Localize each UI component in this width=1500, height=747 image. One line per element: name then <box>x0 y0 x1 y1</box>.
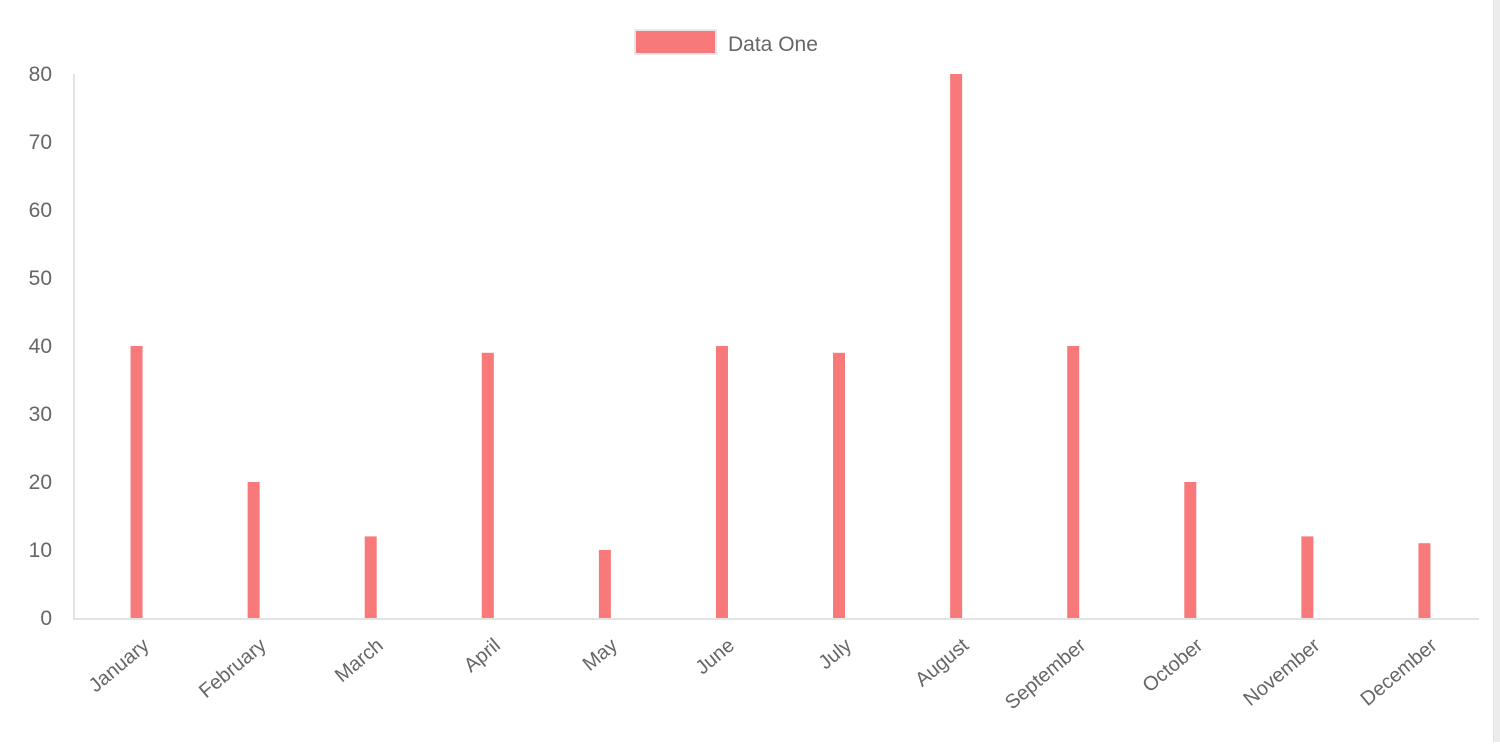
x-tick-label: July <box>815 634 856 674</box>
bar-july[interactable] <box>833 352 846 618</box>
bar-february[interactable] <box>247 482 260 618</box>
bar-august[interactable] <box>950 74 963 618</box>
y-tick-label: 30 <box>29 403 52 426</box>
x-tick-label: December <box>1357 634 1442 710</box>
x-tick-label: March <box>331 634 388 687</box>
x-tick-label: November <box>1240 634 1325 710</box>
y-tick-label: 70 <box>29 131 52 154</box>
y-tick-label: 50 <box>29 267 52 290</box>
legend[interactable]: Data One <box>634 29 818 56</box>
x-tick-label: June <box>692 634 739 679</box>
x-tick-label: September <box>1001 634 1090 714</box>
bar-june[interactable] <box>715 346 728 618</box>
bar-december[interactable] <box>1418 543 1431 618</box>
bar-november[interactable] <box>1301 536 1314 618</box>
y-tick-label: 60 <box>29 199 52 222</box>
y-tick-label: 40 <box>29 335 52 358</box>
x-tick-label: February <box>195 634 270 702</box>
legend-swatch-fill <box>636 31 715 53</box>
bar-march[interactable] <box>364 536 377 618</box>
x-tick-label: August <box>911 634 973 691</box>
y-tick-label: 10 <box>29 539 52 562</box>
scrollbar[interactable] <box>1493 0 1500 742</box>
y-tick-label: 20 <box>29 471 52 494</box>
y-tick-label: 80 <box>29 63 52 86</box>
x-tick-label: May <box>579 634 622 675</box>
bar-may[interactable] <box>598 550 611 618</box>
bar-september[interactable] <box>1067 346 1080 618</box>
bar-april[interactable] <box>481 352 494 618</box>
bar-january[interactable] <box>130 346 143 618</box>
x-tick-label: January <box>85 634 154 697</box>
legend-label: Data One <box>728 33 818 56</box>
y-tick-label: 0 <box>40 607 52 630</box>
bar-october[interactable] <box>1184 482 1197 618</box>
x-tick-label: October <box>1139 634 1208 697</box>
x-tick-label: April <box>460 634 505 677</box>
